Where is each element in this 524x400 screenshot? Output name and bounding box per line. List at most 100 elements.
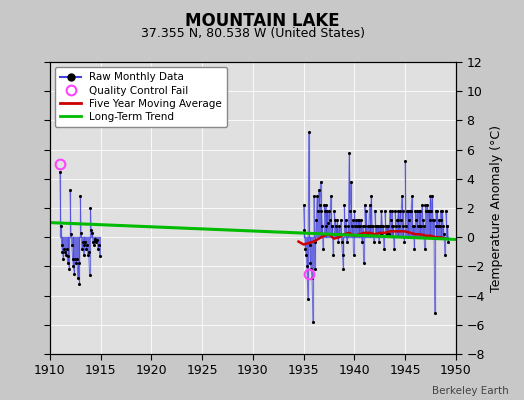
Point xyxy=(361,202,369,208)
Point xyxy=(322,222,331,229)
Point xyxy=(419,216,427,223)
Point xyxy=(427,208,435,214)
Point xyxy=(350,252,358,258)
Point xyxy=(416,222,424,229)
Point xyxy=(95,241,103,248)
Point xyxy=(308,275,316,281)
Point xyxy=(336,216,345,223)
Point xyxy=(318,222,326,229)
Point xyxy=(323,208,332,214)
Point xyxy=(299,202,308,208)
Point xyxy=(92,238,101,245)
Point xyxy=(439,222,447,229)
Point xyxy=(365,202,374,208)
Point xyxy=(405,208,413,214)
Point xyxy=(417,222,425,229)
Point xyxy=(373,222,381,229)
Point xyxy=(358,238,366,245)
Point xyxy=(321,208,329,214)
Point xyxy=(80,241,89,248)
Point xyxy=(65,266,73,272)
Point xyxy=(394,208,402,214)
Point xyxy=(68,241,76,248)
Point xyxy=(424,208,432,214)
Point xyxy=(72,260,80,267)
Point xyxy=(317,208,325,214)
Point xyxy=(440,231,448,238)
Point xyxy=(354,216,362,223)
Point xyxy=(335,222,343,229)
Point xyxy=(398,193,406,200)
Point xyxy=(91,236,100,242)
Point xyxy=(320,202,328,208)
Point xyxy=(433,208,441,214)
Point xyxy=(358,222,367,229)
Point xyxy=(444,238,452,245)
Point xyxy=(58,248,67,255)
Point xyxy=(339,266,347,272)
Point xyxy=(325,216,334,223)
Point xyxy=(89,238,97,245)
Point xyxy=(403,208,412,214)
Point xyxy=(376,231,385,238)
Point xyxy=(306,260,314,267)
Point xyxy=(314,208,322,214)
Point xyxy=(409,222,417,229)
Point xyxy=(391,222,400,229)
Point xyxy=(428,193,436,200)
Point xyxy=(383,222,391,229)
Point xyxy=(316,178,325,185)
Point xyxy=(332,222,340,229)
Point xyxy=(300,227,309,233)
Point xyxy=(384,222,392,229)
Point xyxy=(79,238,87,245)
Point xyxy=(83,241,91,248)
Point xyxy=(431,208,440,214)
Point xyxy=(324,219,332,226)
Point xyxy=(378,222,387,229)
Point xyxy=(336,231,344,238)
Point xyxy=(414,208,423,214)
Point xyxy=(430,216,438,223)
Point xyxy=(334,238,343,245)
Point xyxy=(321,202,330,208)
Point xyxy=(432,222,441,229)
Point xyxy=(361,222,369,229)
Point xyxy=(346,208,354,214)
Point xyxy=(311,238,320,245)
Point xyxy=(341,222,349,229)
Point xyxy=(344,222,353,229)
Legend: Raw Monthly Data, Quality Control Fail, Five Year Moving Average, Long-Term Tren: Raw Monthly Data, Quality Control Fail, … xyxy=(55,67,227,127)
Point xyxy=(307,266,315,272)
Point xyxy=(337,238,346,245)
Point xyxy=(410,246,419,252)
Point xyxy=(380,246,388,252)
Point xyxy=(443,222,452,229)
Point xyxy=(364,222,372,229)
Point xyxy=(75,281,84,287)
Point xyxy=(435,222,444,229)
Point xyxy=(402,222,410,229)
Point xyxy=(312,216,321,223)
Point xyxy=(411,208,420,214)
Point xyxy=(441,252,449,258)
Point xyxy=(326,193,335,200)
Point xyxy=(302,252,310,258)
Point xyxy=(436,208,445,214)
Point xyxy=(329,252,337,258)
Point xyxy=(359,260,368,267)
Point xyxy=(59,256,68,262)
Point xyxy=(367,193,376,200)
Point xyxy=(421,202,430,208)
Point xyxy=(429,216,437,223)
Point xyxy=(351,222,359,229)
Point xyxy=(303,263,311,270)
Point xyxy=(397,216,405,223)
Point xyxy=(399,222,408,229)
Point xyxy=(90,241,98,248)
Point xyxy=(310,193,318,200)
Point xyxy=(66,187,74,194)
Point xyxy=(78,246,86,252)
Point xyxy=(69,256,77,262)
Point xyxy=(391,208,399,214)
